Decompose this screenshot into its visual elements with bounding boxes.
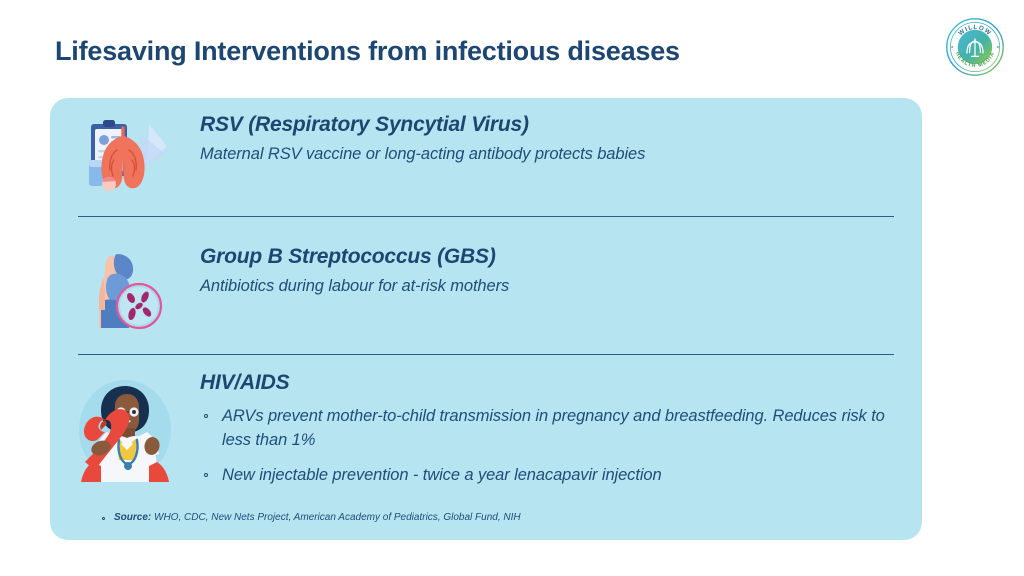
pregnant-woman-bacteria-icon-svg [99,254,163,330]
logo-icon: WILLOW HEALTH MEDIA [946,18,1004,76]
source-line: Source: WHO, CDC, New Nets Project, Amer… [100,512,521,523]
willow-health-media-logo: WILLOW HEALTH MEDIA [944,16,1006,78]
item-title-hiv: HIV/AIDS [200,371,290,394]
page-title: Lifesaving Interventions from infectious… [55,36,680,66]
interventions-card: RSV (Respiratory Syncytial Virus) Matern… [50,98,922,540]
pregnant-woman-bacteria-icon [50,244,200,332]
doctor-red-ribbon-icon-svg [79,380,171,482]
hiv-bullet-list: ARVs prevent mother-to-child transmissio… [200,405,892,487]
doctor-red-ribbon-icon [50,370,200,484]
list-item: New injectable prevention - twice a year… [200,464,892,487]
intervention-row-rsv: RSV (Respiratory Syncytial Virus) Matern… [50,112,922,200]
item-desc-gbs: Antibiotics during labour for at-risk mo… [200,277,510,296]
hiv-text-block: HIV/AIDS ARVs prevent mother-to-child tr… [200,370,922,499]
rsv-text-block: RSV (Respiratory Syncytial Virus) Matern… [200,112,922,165]
source-label: Source: [114,512,152,523]
lungs-clipboard-icon [50,112,200,200]
intervention-row-gbs: Group B Streptococcus (GBS) Antibiotics … [50,244,922,332]
gbs-text-block: Group B Streptococcus (GBS) Antibiotics … [200,244,922,297]
source-text: WHO, CDC, New Nets Project, American Aca… [151,512,521,523]
item-desc-rsv: Maternal RSV vaccine or long-acting anti… [200,145,646,164]
list-item: ARVs prevent mother-to-child transmissio… [200,405,892,452]
intervention-row-hiv: HIV/AIDS ARVs prevent mother-to-child tr… [50,370,922,499]
divider-1 [78,216,894,217]
item-title-gbs: Group B Streptococcus (GBS) [200,245,496,268]
lungs-clipboard-icon-svg [89,120,167,191]
divider-2 [78,354,894,355]
item-title-rsv: RSV (Respiratory Syncytial Virus) [200,113,529,136]
